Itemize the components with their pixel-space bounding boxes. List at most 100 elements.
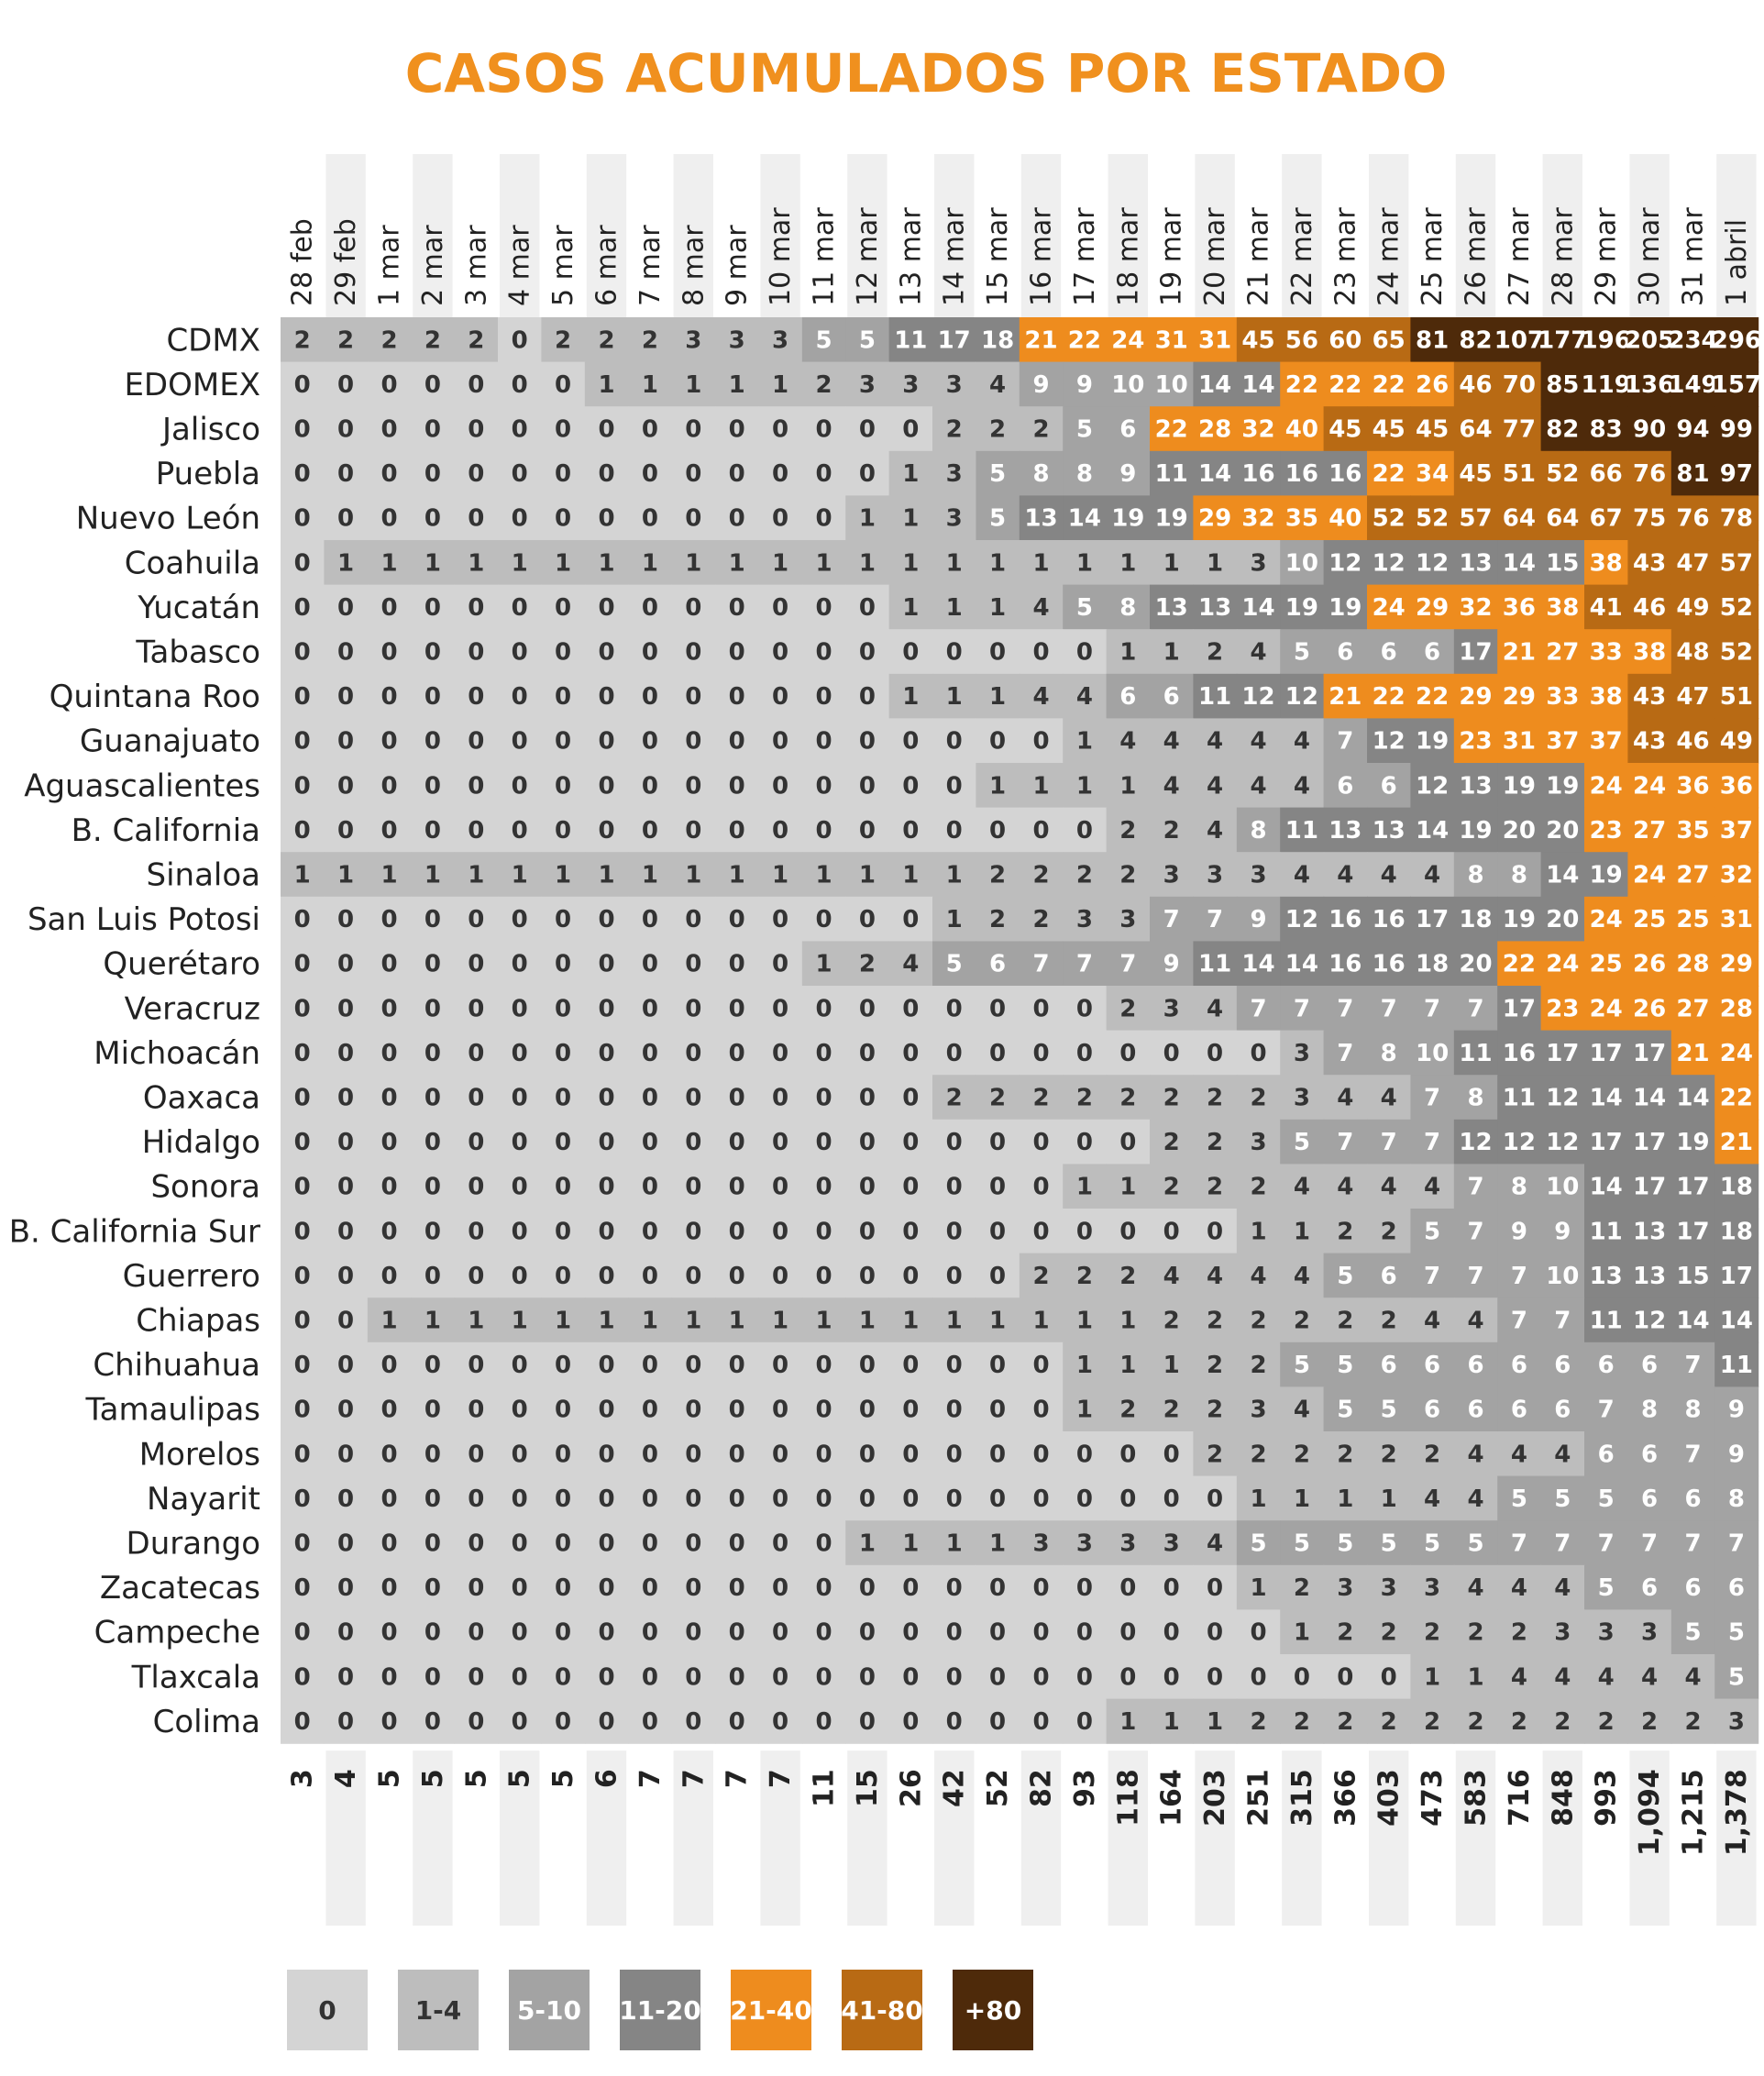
heatmap-cell — [324, 317, 369, 363]
cell-value: 0 — [685, 1085, 701, 1112]
cell-value: 0 — [380, 906, 397, 933]
cell-value: 0 — [815, 639, 832, 667]
cell-value: 21 — [1676, 1040, 1709, 1067]
date-label: 18 mar — [1112, 207, 1144, 306]
total-label: 5 — [504, 1769, 536, 1788]
cell-value: 4 — [1381, 1174, 1397, 1201]
cell-value: 4 — [1294, 1397, 1310, 1424]
heatmap-cell — [1193, 361, 1238, 407]
cell-value: 0 — [380, 1708, 397, 1736]
cell-value: 0 — [815, 594, 832, 622]
heatmap-cell — [1584, 495, 1628, 541]
cell-value: 6 — [1641, 1485, 1658, 1513]
cell-value: 43 — [1633, 728, 1666, 756]
cell-value: 2 — [1076, 862, 1093, 889]
cell-value: 31 — [1155, 326, 1188, 354]
heatmap-cell — [1367, 406, 1411, 452]
cell-value: 29 — [1503, 683, 1536, 711]
heatmap-cell — [411, 540, 456, 586]
heatmap-cell — [1670, 807, 1715, 853]
heatmap-cell — [801, 540, 846, 586]
cell-value: 51 — [1720, 683, 1753, 711]
heatmap-cell — [932, 361, 976, 407]
heatmap-cell — [367, 361, 412, 407]
heatmap-cell — [671, 450, 716, 496]
cell-value: 1 — [1076, 1308, 1093, 1335]
cell-value: 0 — [772, 1485, 788, 1513]
cell-value: 0 — [946, 1619, 963, 1647]
state-label: Zacatecas — [100, 1570, 260, 1607]
cell-value: 2 — [1163, 817, 1180, 845]
cell-value: 8 — [1381, 1040, 1397, 1067]
heatmap-cell — [1063, 852, 1108, 898]
heatmap-cell — [1106, 718, 1151, 764]
cell-value: 4 — [1294, 1263, 1310, 1290]
cell-value: 43 — [1633, 549, 1666, 577]
cell-value: 38 — [1633, 639, 1666, 667]
heatmap-cell — [1019, 852, 1064, 898]
heatmap-cell — [1106, 540, 1151, 586]
cell-value: 1 — [989, 1530, 1006, 1558]
heatmap-cell — [628, 317, 673, 363]
cell-value: 10 — [1416, 1040, 1449, 1067]
heatmap-cell — [1497, 361, 1542, 407]
cell-value: 2 — [1250, 1174, 1266, 1201]
heatmap-cell — [888, 450, 933, 496]
cell-value: 0 — [859, 1663, 876, 1691]
cell-value: 1 — [946, 862, 963, 889]
cell-value: 0 — [902, 772, 919, 800]
cell-value: 0 — [946, 1263, 963, 1290]
state-label: Oaxaca — [143, 1080, 260, 1117]
cell-value: 25 — [1590, 951, 1623, 978]
heatmap-cell — [1627, 317, 1672, 363]
cell-value: 0 — [555, 1441, 571, 1468]
cell-value: 7 — [1337, 995, 1353, 1022]
heatmap-cell — [367, 450, 412, 496]
cell-value: 9 — [1511, 1218, 1527, 1245]
heatmap-cell — [1584, 807, 1628, 853]
cell-value: 7 — [1119, 951, 1136, 978]
cell-value: 0 — [1207, 1218, 1223, 1245]
heatmap-cell — [1367, 718, 1411, 764]
heatmap-cell — [1497, 450, 1542, 496]
heatmap-cell — [1280, 450, 1325, 496]
heatmap-cell — [411, 673, 456, 719]
cell-value: 22 — [1329, 371, 1362, 399]
cell-value: 13 — [1373, 817, 1406, 845]
heatmap-cell — [1323, 807, 1368, 853]
cell-value: 16 — [1241, 460, 1274, 488]
cell-value: 22 — [1373, 371, 1406, 399]
heatmap-cell — [1106, 763, 1151, 809]
cell-value: 28 — [1198, 416, 1231, 444]
cell-value: 0 — [902, 1040, 919, 1067]
heatmap-cell — [801, 807, 846, 853]
heatmap-cell — [715, 673, 759, 719]
cell-value: 6 — [1641, 1441, 1658, 1468]
cell-value: 1 — [1119, 1708, 1136, 1736]
cell-value: 36 — [1503, 594, 1536, 622]
cell-value: 1 — [815, 549, 832, 577]
cell-value: 0 — [598, 1530, 614, 1558]
total-label: 26 — [895, 1769, 927, 1807]
cell-value: 0 — [380, 594, 397, 622]
heatmap-cell — [1670, 361, 1715, 407]
cell-value: 24 — [1633, 772, 1666, 800]
cell-value: 0 — [815, 817, 832, 845]
heatmap-cell — [1236, 763, 1281, 809]
cell-value: 136 — [1625, 371, 1674, 399]
cell-value: 12 — [1546, 1129, 1579, 1156]
cell-value: 2 — [1119, 1263, 1136, 1290]
heatmap-cell — [541, 495, 586, 541]
cell-value: 0 — [555, 1574, 571, 1602]
heatmap-cell — [324, 584, 369, 630]
cell-value: 51 — [1503, 460, 1536, 488]
heatmap-cell — [758, 852, 803, 898]
cell-value: 0 — [424, 505, 441, 533]
heatmap-cell — [541, 763, 586, 809]
cell-value: 0 — [512, 1397, 528, 1424]
cell-value: 0 — [294, 594, 311, 622]
cell-value: 0 — [337, 1085, 354, 1112]
cell-value: 2 — [1076, 1085, 1093, 1112]
cell-value: 0 — [946, 1708, 963, 1736]
heatmap-cell — [1670, 450, 1715, 496]
